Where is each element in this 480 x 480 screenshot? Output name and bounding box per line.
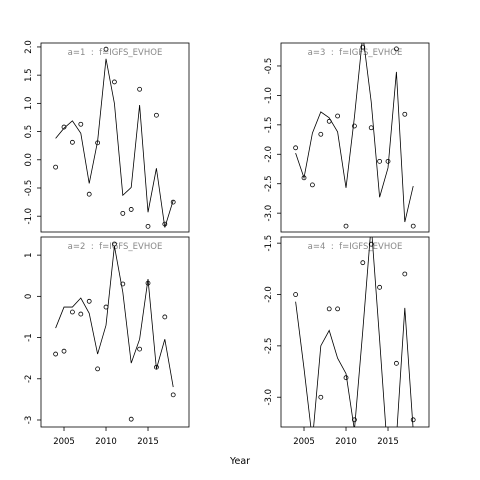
data-point: [112, 79, 117, 85]
y-tick-label: -2.5: [264, 175, 274, 192]
data-point: [53, 351, 59, 357]
fit-line: [55, 58, 174, 228]
y-tick-label: 1.5: [24, 68, 34, 82]
y-tick-label: -1: [24, 333, 34, 341]
data-point: [318, 394, 324, 400]
plot-area: [293, 237, 416, 427]
y-tick-label: 0: [24, 294, 34, 299]
plot-area: [53, 241, 176, 422]
data-point: [318, 131, 324, 137]
y-tick-label: 1.0: [24, 97, 34, 111]
data-point: [394, 46, 399, 52]
x-tick-label: 2015: [377, 437, 399, 447]
y-tick-label: -1.5: [264, 117, 274, 134]
panel-title: a=3 : f=IGFS_EVHOE: [308, 48, 403, 58]
data-point: [128, 416, 134, 422]
x-axis-label: Year: [229, 456, 250, 467]
panel-title: a=2 : f=IGFS_EVHOE: [68, 242, 163, 252]
y-tick-label: -0.5: [264, 58, 274, 75]
data-point: [293, 292, 299, 297]
y-tick-label: 1: [24, 252, 34, 257]
panel-title: a=1 : f=IGFS_EVHOE: [68, 48, 163, 58]
data-point: [410, 223, 416, 229]
x-tick-label: 2010: [95, 437, 117, 447]
y-tick-label: -1.0: [264, 87, 274, 104]
y-tick-label: -2.5: [264, 338, 274, 355]
data-point: [95, 366, 101, 372]
data-point: [377, 158, 383, 164]
y-tick-label: -1.0: [24, 208, 34, 225]
y-tick-label: 0.0: [24, 153, 34, 167]
data-point: [120, 281, 126, 287]
x-tick-label: 2010: [335, 437, 357, 447]
data-point: [112, 241, 117, 247]
y-tick-label: -3.0: [264, 389, 274, 406]
data-point: [53, 164, 59, 170]
y-tick-label: -1.5: [264, 235, 274, 252]
y-tick-label: -0.5: [24, 180, 34, 197]
data-point: [394, 360, 399, 366]
data-point: [86, 191, 92, 197]
data-point: [293, 145, 299, 151]
data-point: [360, 44, 366, 50]
data-point: [310, 182, 315, 188]
data-point: [154, 112, 159, 118]
x-tick-label: 2005: [293, 437, 315, 447]
panel-title: a=4 : f=IGFS_EVHOE: [308, 242, 403, 252]
plot-area: [53, 46, 176, 229]
data-point: [352, 123, 357, 129]
panel-frame: [280, 42, 430, 233]
y-tick-label: -2: [24, 375, 34, 383]
data-point: [137, 86, 143, 92]
y-tick-label: -2.0: [264, 286, 274, 303]
data-point: [402, 271, 408, 277]
data-point: [368, 125, 374, 131]
plot-area: [293, 43, 416, 229]
data-point: [352, 417, 357, 423]
data-point: [360, 260, 366, 266]
panel-frame: [280, 236, 430, 428]
data-point: [335, 113, 341, 119]
panel-frame: [40, 42, 190, 233]
data-point: [385, 158, 391, 164]
data-point: [145, 223, 151, 229]
x-tick-label: 2005: [53, 437, 75, 447]
data-point: [170, 199, 176, 205]
fit-line: [295, 237, 414, 427]
data-point: [78, 311, 84, 317]
data-point: [70, 139, 75, 145]
data-point: [78, 121, 84, 127]
data-point: [103, 46, 109, 52]
panel-frame: [40, 236, 190, 428]
fit-line: [55, 245, 174, 388]
data-point: [162, 314, 168, 320]
data-point: [137, 346, 143, 352]
data-point: [410, 417, 416, 423]
data-point: [368, 241, 374, 247]
y-tick-label: -3: [24, 416, 34, 424]
data-point: [61, 124, 67, 130]
data-point: [70, 309, 75, 315]
data-point: [86, 298, 92, 304]
data-point: [343, 223, 349, 229]
data-point: [170, 392, 176, 398]
data-point: [326, 306, 332, 312]
data-point: [120, 210, 126, 216]
y-tick-label: -3.0: [264, 205, 274, 222]
data-point: [61, 348, 67, 354]
data-point: [402, 111, 408, 117]
x-tick-label: 2015: [137, 437, 159, 447]
fit-line: [295, 43, 414, 223]
data-point: [128, 207, 134, 212]
y-tick-label: 2.0: [24, 40, 34, 54]
data-point: [377, 284, 383, 290]
y-tick-label: -2.0: [264, 146, 274, 163]
data-point: [335, 306, 341, 312]
y-tick-label: 0.5: [24, 125, 34, 139]
